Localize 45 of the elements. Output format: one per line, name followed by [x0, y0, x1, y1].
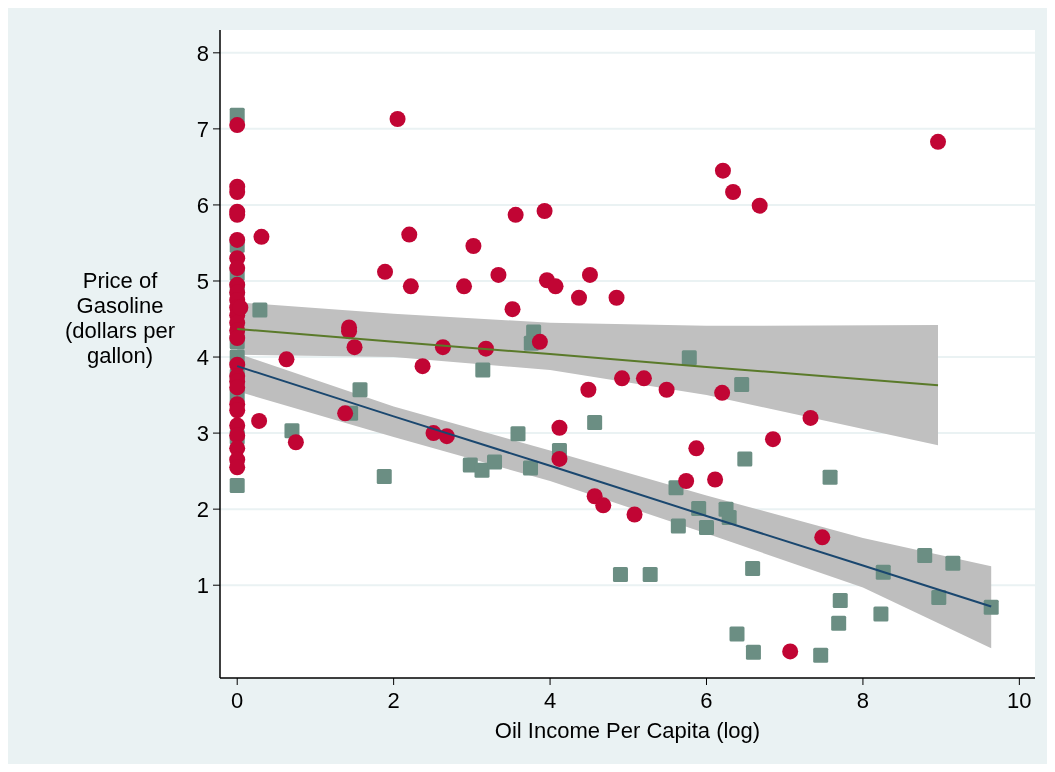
point [813, 647, 829, 663]
point [945, 555, 961, 571]
point [670, 518, 686, 534]
point [917, 548, 933, 564]
point [822, 469, 838, 485]
point [729, 626, 745, 642]
point [642, 567, 658, 583]
point [612, 567, 628, 583]
x-tick-label: 8 [856, 688, 870, 713]
point [931, 589, 947, 605]
point [475, 362, 491, 378]
point [831, 615, 847, 631]
point [523, 460, 539, 476]
y-tick-label: 7 [196, 116, 209, 142]
y-tick-label: 3 [196, 420, 209, 446]
x-tick-label: 2 [387, 688, 400, 713]
y-axis-title: Price of Gasoline (dollars per gallon) [64, 267, 176, 368]
point [734, 376, 750, 392]
y-tick-label: 1 [196, 572, 209, 598]
x-tick-label: 0 [231, 688, 244, 713]
point [587, 414, 603, 430]
point [681, 350, 697, 366]
y-tick-label: 2 [196, 496, 209, 522]
point [474, 462, 490, 478]
x-tick-label: 10 [1007, 688, 1032, 713]
point [983, 599, 999, 615]
point [510, 426, 526, 442]
x-axis-title: Oil Income Per Capita (log) [494, 718, 761, 743]
point [745, 644, 761, 660]
point [873, 606, 889, 622]
point [487, 454, 503, 470]
x-tick-label: 4 [543, 688, 557, 713]
point [832, 592, 848, 608]
y-tick-label: 6 [196, 192, 209, 218]
y-tick-label: 5 [196, 268, 209, 294]
y-tick-label: 8 [196, 40, 209, 66]
point [229, 478, 245, 494]
point [376, 468, 392, 484]
point [252, 302, 268, 318]
point [352, 382, 368, 398]
point [699, 519, 714, 535]
x-tick-label: 6 [700, 688, 713, 713]
point [737, 451, 753, 467]
point [745, 560, 761, 576]
y-tick-label: 4 [196, 344, 209, 370]
